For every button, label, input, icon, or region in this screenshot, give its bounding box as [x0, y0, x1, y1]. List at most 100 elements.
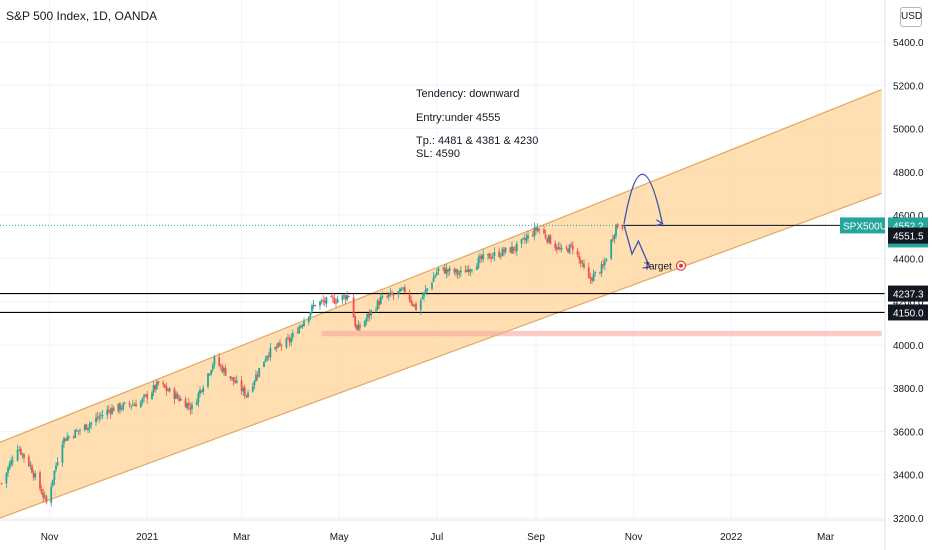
candle[interactable]	[421, 297, 424, 299]
candle[interactable]	[106, 409, 109, 416]
candle[interactable]	[320, 300, 323, 302]
candle[interactable]	[258, 368, 261, 377]
candle[interactable]	[605, 259, 608, 262]
candle[interactable]	[413, 304, 416, 307]
candle[interactable]	[555, 247, 558, 250]
candle[interactable]	[479, 256, 481, 259]
candle[interactable]	[39, 472, 41, 489]
candle[interactable]	[602, 264, 605, 266]
candle[interactable]	[520, 238, 523, 244]
candle[interactable]	[67, 436, 70, 438]
candle[interactable]	[75, 430, 78, 432]
candle[interactable]	[357, 324, 360, 331]
candle[interactable]	[311, 305, 313, 312]
candle[interactable]	[426, 288, 429, 291]
candle[interactable]	[16, 449, 19, 461]
candle[interactable]	[218, 357, 221, 366]
candle[interactable]	[600, 264, 603, 273]
candle[interactable]	[119, 403, 121, 410]
candle[interactable]	[448, 268, 451, 271]
candle[interactable]	[408, 293, 411, 301]
candle[interactable]	[512, 246, 515, 251]
candle[interactable]	[202, 387, 205, 392]
candle[interactable]	[432, 277, 435, 282]
candle[interactable]	[186, 403, 189, 409]
candle[interactable]	[144, 394, 147, 396]
candle[interactable]	[211, 365, 214, 370]
candle[interactable]	[64, 438, 67, 442]
candle[interactable]	[87, 427, 89, 430]
candle[interactable]	[7, 467, 9, 474]
candle[interactable]	[488, 253, 491, 259]
candle[interactable]	[279, 343, 281, 345]
candle[interactable]	[63, 437, 65, 444]
candle[interactable]	[277, 343, 280, 348]
candle[interactable]	[594, 271, 597, 274]
candle[interactable]	[376, 300, 379, 310]
candle[interactable]	[53, 470, 56, 480]
candle[interactable]	[509, 247, 512, 253]
candle[interactable]	[359, 325, 361, 328]
candle[interactable]	[335, 302, 337, 304]
candle[interactable]	[21, 453, 24, 455]
level-tag-2[interactable]	[888, 304, 928, 321]
candle[interactable]	[336, 299, 339, 303]
candle[interactable]	[32, 473, 35, 478]
candle[interactable]	[370, 310, 373, 316]
candle[interactable]	[120, 408, 123, 410]
candle[interactable]	[379, 297, 382, 305]
candle[interactable]	[400, 289, 403, 291]
candle[interactable]	[487, 253, 489, 256]
candle[interactable]	[319, 301, 321, 306]
candle[interactable]	[133, 404, 136, 406]
candle[interactable]	[576, 250, 579, 256]
candle[interactable]	[199, 389, 201, 394]
candle[interactable]	[525, 237, 528, 241]
candle[interactable]	[208, 373, 211, 375]
candle[interactable]	[88, 424, 91, 428]
candle[interactable]	[96, 416, 99, 419]
candle[interactable]	[330, 296, 333, 298]
candle[interactable]	[224, 368, 227, 376]
candle[interactable]	[443, 267, 446, 274]
candle[interactable]	[167, 389, 169, 392]
candle[interactable]	[549, 235, 552, 245]
price-axis[interactable]	[885, 0, 932, 550]
candle[interactable]	[200, 390, 203, 392]
candle[interactable]	[223, 368, 225, 372]
candle[interactable]	[242, 388, 245, 392]
candle[interactable]	[51, 479, 54, 486]
candle[interactable]	[191, 404, 193, 409]
candle[interactable]	[291, 333, 294, 338]
candle[interactable]	[423, 292, 425, 297]
candle[interactable]	[365, 318, 368, 322]
candle[interactable]	[547, 235, 550, 243]
symbol-tag[interactable]	[840, 217, 885, 234]
candle[interactable]	[402, 287, 405, 289]
candle[interactable]	[565, 247, 568, 249]
candle[interactable]	[173, 388, 176, 400]
candle[interactable]	[490, 257, 493, 259]
candle[interactable]	[603, 261, 606, 265]
candle[interactable]	[251, 386, 254, 392]
candle[interactable]	[419, 299, 422, 310]
candle[interactable]	[482, 254, 485, 260]
candle[interactable]	[333, 298, 336, 304]
candle[interactable]	[213, 356, 216, 365]
candle[interactable]	[264, 359, 267, 362]
candle[interactable]	[493, 252, 496, 257]
candle[interactable]	[131, 404, 134, 406]
candle[interactable]	[378, 300, 381, 305]
candle[interactable]	[355, 325, 358, 330]
candle[interactable]	[386, 296, 389, 298]
candle[interactable]	[447, 269, 449, 272]
candle[interactable]	[151, 392, 153, 400]
candle[interactable]	[368, 312, 371, 317]
candle[interactable]	[267, 355, 270, 357]
candle[interactable]	[269, 347, 272, 358]
candle[interactable]	[571, 245, 574, 250]
candle[interactable]	[43, 495, 46, 497]
candle[interactable]	[343, 295, 345, 297]
candle[interactable]	[469, 269, 472, 272]
candle[interactable]	[331, 296, 334, 298]
